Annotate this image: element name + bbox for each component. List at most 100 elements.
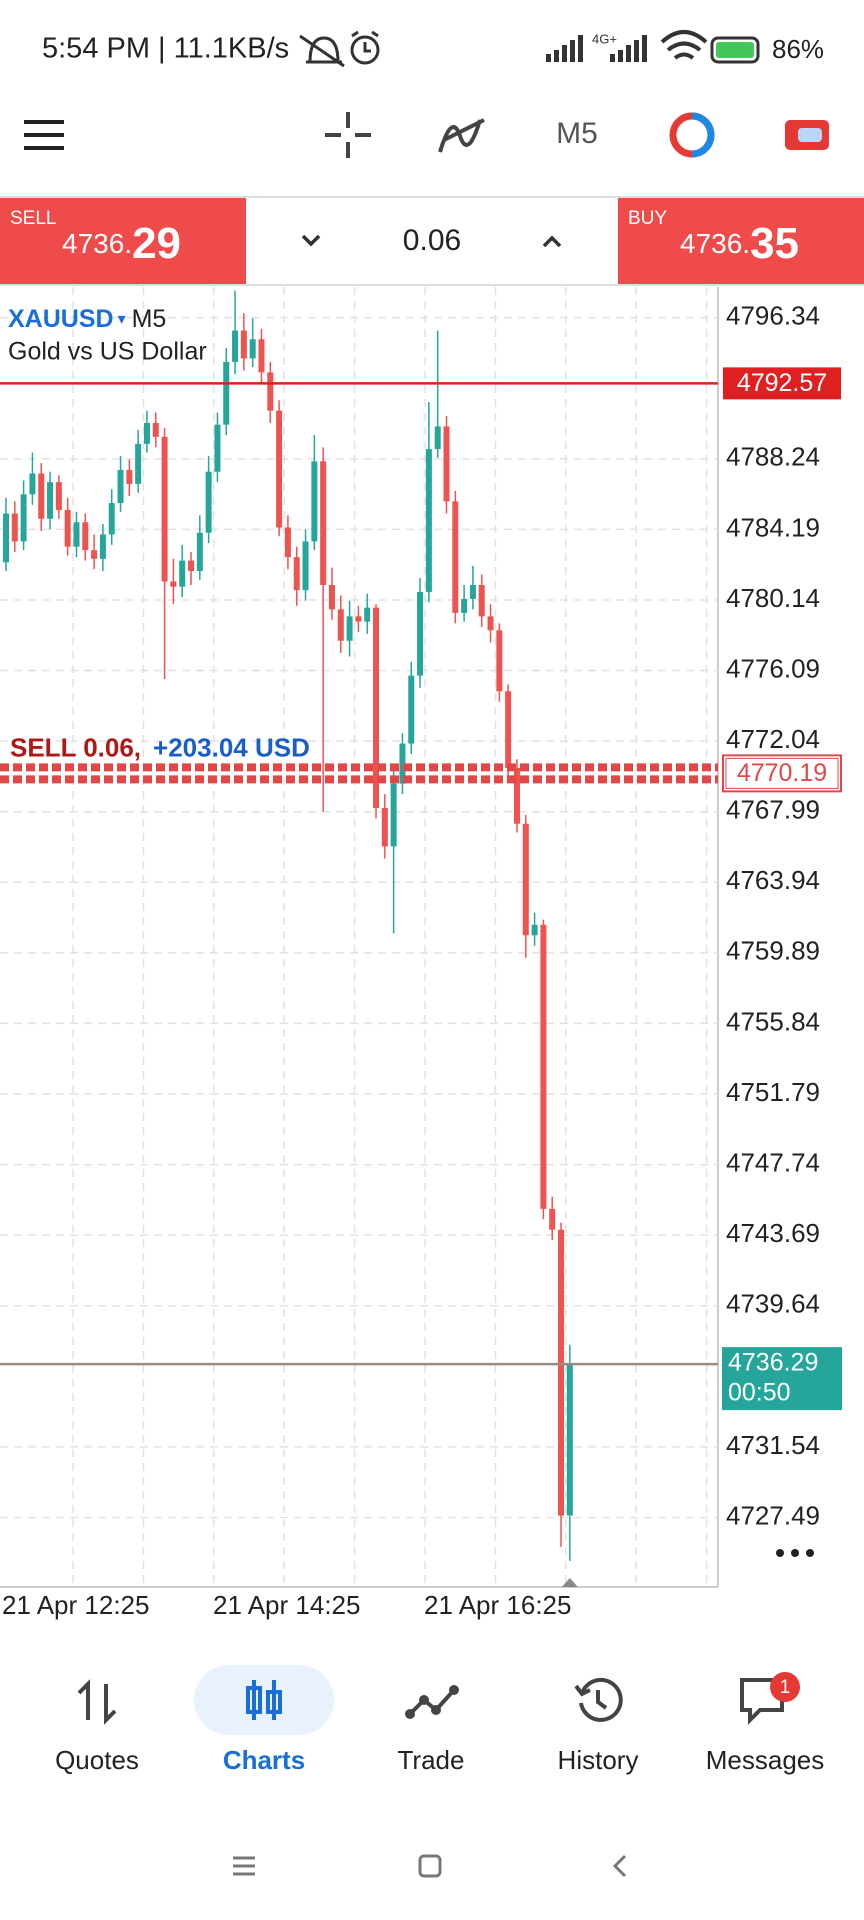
lot-down[interactable] <box>301 234 321 247</box>
recent-button[interactable] <box>233 1856 255 1876</box>
candle-body <box>91 550 98 559</box>
candle-body <box>143 422 150 444</box>
bar <box>618 50 623 62</box>
candle-body <box>47 482 54 519</box>
candle-body <box>469 584 476 599</box>
sell-button[interactable] <box>0 198 246 284</box>
symbol[interactable]: XAUUSD <box>8 305 114 333</box>
candle-body <box>135 443 142 484</box>
indicator-icon[interactable] <box>438 118 485 153</box>
candle-body <box>267 372 274 411</box>
candle-body <box>311 461 318 542</box>
level-label: 4792.57 <box>737 369 827 397</box>
y-tick-label: 4739.64 <box>726 1289 820 1319</box>
position-label-border <box>725 757 839 789</box>
x-tick-label: 21 Apr 16:25 <box>424 1590 571 1620</box>
bar <box>642 35 647 62</box>
chart-description: Gold vs US Dollar <box>8 338 207 366</box>
y-tick-label: 4776.09 <box>726 653 820 683</box>
sell-price: 4736.29 <box>62 219 181 268</box>
history-icon[interactable] <box>574 1678 623 1722</box>
y-tick-label: 4767.99 <box>726 795 820 825</box>
buy-price: 4736.35 <box>680 219 799 268</box>
wifi-icon <box>660 30 708 60</box>
candle-body <box>346 616 353 641</box>
badge <box>770 1672 800 1702</box>
y-tick-label: 4772.04 <box>726 724 820 754</box>
y-tick-label: 4755.84 <box>726 1006 820 1036</box>
candle-body <box>188 560 195 572</box>
candle-body <box>161 436 168 582</box>
y-tick-label: 4747.74 <box>726 1147 820 1177</box>
candle-body <box>196 532 203 572</box>
y-tick-label: 4788.24 <box>726 442 820 472</box>
position-profit: +203.04 USD <box>153 732 310 762</box>
lot-size[interactable]: 0.06 <box>403 224 461 257</box>
tool-icon-inner <box>798 128 822 142</box>
candle-body <box>355 616 362 622</box>
candle-body <box>425 449 432 592</box>
active-tab-bg <box>194 1665 334 1735</box>
candle-body <box>73 522 80 547</box>
bar <box>562 45 567 62</box>
candle-body <box>452 501 459 613</box>
symbol-dropdown: ▾ <box>118 311 126 328</box>
y-tick-label: 4796.34 <box>726 301 820 331</box>
nav-label[interactable]: History <box>558 1745 639 1775</box>
grid <box>0 287 718 1587</box>
trade-dots <box>405 1685 459 1719</box>
candle-body <box>320 461 327 585</box>
candle-body <box>522 823 529 936</box>
candle-body <box>117 469 124 504</box>
y-tick-label: 4731.54 <box>726 1430 820 1460</box>
buy-price-head: 4736. <box>680 228 750 259</box>
candle-body <box>214 424 221 472</box>
battery-icon <box>710 36 760 64</box>
y-tick-label: 4784.19 <box>726 512 820 542</box>
sell-price-head: 4736. <box>62 228 132 259</box>
back-button[interactable] <box>612 1854 627 1878</box>
sell-label: SELL <box>10 208 56 229</box>
more-icon[interactable] <box>776 1549 814 1557</box>
nav-label[interactable]: Charts <box>223 1745 305 1775</box>
candle-body <box>381 808 388 847</box>
position-side: SELL 0.06, <box>10 732 141 762</box>
nav-label[interactable]: Trade <box>398 1745 465 1775</box>
trade-icon[interactable] <box>408 1688 456 1716</box>
lot-up[interactable] <box>542 235 562 248</box>
x-tick-label: 21 Apr 14:25 <box>213 1590 360 1620</box>
candle-body <box>170 581 177 587</box>
timeframe-button[interactable]: M5 <box>556 117 598 150</box>
nav-label[interactable]: Messages <box>706 1745 825 1775</box>
status-icons <box>299 30 380 68</box>
bar <box>570 40 575 62</box>
menu-icon[interactable] <box>24 120 64 150</box>
nav-label[interactable]: Quotes <box>55 1745 139 1775</box>
home-button[interactable] <box>418 1854 442 1878</box>
candle-body <box>302 541 309 591</box>
candle-body <box>549 1208 556 1230</box>
candle-body <box>417 591 424 676</box>
system-nav <box>233 1854 627 1878</box>
charts-icon[interactable] <box>246 1680 282 1720</box>
candle-body <box>390 783 397 847</box>
candle-body <box>513 767 520 824</box>
bar <box>626 45 631 62</box>
candle-body <box>64 510 71 547</box>
alarm-hands <box>351 30 379 53</box>
quotes-icon[interactable] <box>77 1679 117 1725</box>
chart-timeframe: M5 <box>132 305 167 333</box>
crosshair-icon[interactable] <box>325 112 371 158</box>
clock-icon-half <box>691 112 715 158</box>
buy-button[interactable] <box>618 198 864 284</box>
candle-body <box>434 426 441 450</box>
nav-labels: Quotes Charts Trade History Messages <box>55 1745 824 1775</box>
mute-icon <box>299 34 345 68</box>
bar <box>546 54 551 62</box>
bid-timer: 00:50 <box>728 1379 791 1407</box>
bar <box>610 54 615 62</box>
candle-body <box>205 471 212 533</box>
candle-body <box>408 675 415 744</box>
